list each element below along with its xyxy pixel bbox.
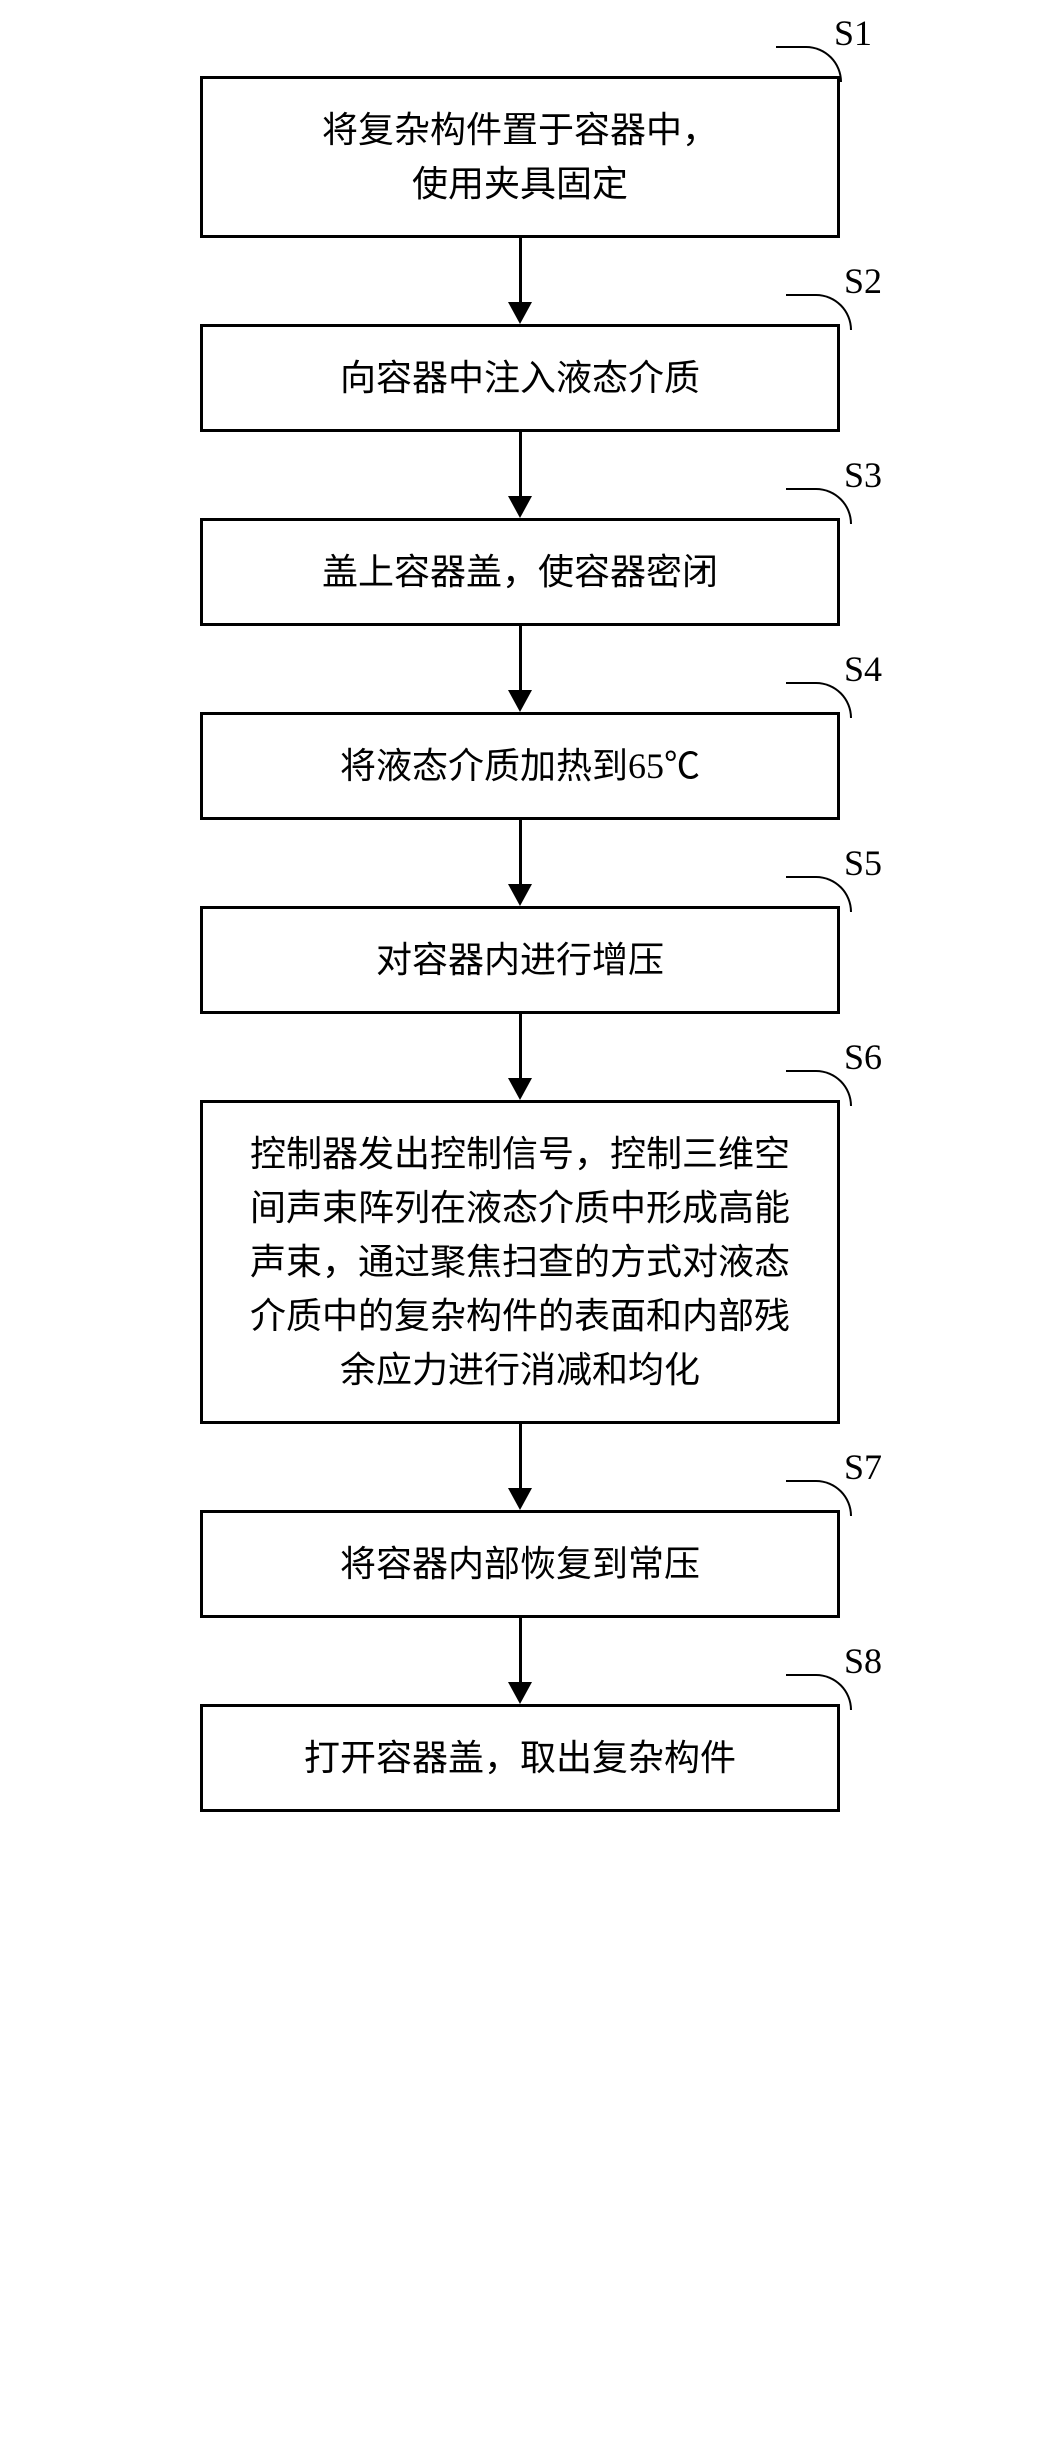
step-s5: S5 对容器内进行增压 (48, 906, 992, 1014)
arrow-line (519, 820, 522, 884)
arrow-7-8 (508, 1618, 532, 1704)
step-s4: S4 将液态介质加热到65℃ (48, 712, 992, 820)
arrow-head-icon (508, 1682, 532, 1704)
step-s7-connector (786, 1480, 852, 1516)
arrow-head-icon (508, 884, 532, 906)
step-s6-label: S6 (844, 1036, 882, 1078)
step-s6-connector (786, 1070, 852, 1106)
arrow-line (519, 1014, 522, 1078)
step-s4-text: 将液态介质加热到65℃ (340, 739, 700, 793)
step-s3: S3 盖上容器盖，使容器密闭 (48, 518, 992, 626)
arrow-head-icon (508, 302, 532, 324)
step-s3-label: S3 (844, 454, 882, 496)
arrow-6-7 (508, 1424, 532, 1510)
step-s7-box: 将容器内部恢复到常压 (200, 1510, 840, 1618)
step-s7-text: 将容器内部恢复到常压 (340, 1537, 700, 1591)
step-s5-box: 对容器内进行增压 (200, 906, 840, 1014)
arrow-head-icon (508, 1488, 532, 1510)
arrow-head-icon (508, 690, 532, 712)
step-s8-connector (786, 1674, 852, 1710)
step-s7-label: S7 (844, 1446, 882, 1488)
flowchart-container: S1 将复杂构件置于容器中，使用夹具固定 S2 向容器中注入液态介质 S3 盖上… (48, 76, 992, 1812)
arrow-head-icon (508, 496, 532, 518)
step-s4-connector (786, 682, 852, 718)
arrow-5-6 (508, 1014, 532, 1100)
step-s7: S7 将容器内部恢复到常压 (48, 1510, 992, 1618)
step-s3-box: 盖上容器盖，使容器密闭 (200, 518, 840, 626)
step-s3-text: 盖上容器盖，使容器密闭 (322, 545, 718, 599)
step-s2-connector (786, 294, 852, 330)
arrow-4-5 (508, 820, 532, 906)
step-s8: S8 打开容器盖，取出复杂构件 (48, 1704, 992, 1812)
arrow-line (519, 626, 522, 690)
arrow-line (519, 432, 522, 496)
step-s5-connector (786, 876, 852, 912)
step-s6: S6 控制器发出控制信号，控制三维空间声束阵列在液态介质中形成高能声束，通过聚焦… (48, 1100, 992, 1424)
step-s1-text: 将复杂构件置于容器中，使用夹具固定 (322, 103, 718, 211)
step-s2-label: S2 (844, 260, 882, 302)
step-s1-label: S1 (834, 12, 872, 54)
step-s2-text: 向容器中注入液态介质 (340, 351, 700, 405)
arrow-line (519, 1618, 522, 1682)
step-s8-label: S8 (844, 1640, 882, 1682)
step-s1-connector (776, 46, 842, 82)
step-s6-box: 控制器发出控制信号，控制三维空间声束阵列在液态介质中形成高能声束，通过聚焦扫查的… (200, 1100, 840, 1424)
arrow-line (519, 238, 522, 302)
arrow-3-4 (508, 626, 532, 712)
step-s5-label: S5 (844, 842, 882, 884)
step-s2: S2 向容器中注入液态介质 (48, 324, 992, 432)
step-s5-text: 对容器内进行增压 (376, 933, 664, 987)
step-s8-box: 打开容器盖，取出复杂构件 (200, 1704, 840, 1812)
arrow-line (519, 1424, 522, 1488)
arrow-head-icon (508, 1078, 532, 1100)
step-s1: S1 将复杂构件置于容器中，使用夹具固定 (48, 76, 992, 238)
step-s4-box: 将液态介质加热到65℃ (200, 712, 840, 820)
step-s6-text: 控制器发出控制信号，控制三维空间声束阵列在液态介质中形成高能声束，通过聚焦扫查的… (239, 1127, 801, 1397)
step-s1-box: 将复杂构件置于容器中，使用夹具固定 (200, 76, 840, 238)
step-s3-connector (786, 488, 852, 524)
step-s2-box: 向容器中注入液态介质 (200, 324, 840, 432)
arrow-1-2 (508, 238, 532, 324)
step-s4-label: S4 (844, 648, 882, 690)
step-s8-text: 打开容器盖，取出复杂构件 (304, 1731, 736, 1785)
arrow-2-3 (508, 432, 532, 518)
